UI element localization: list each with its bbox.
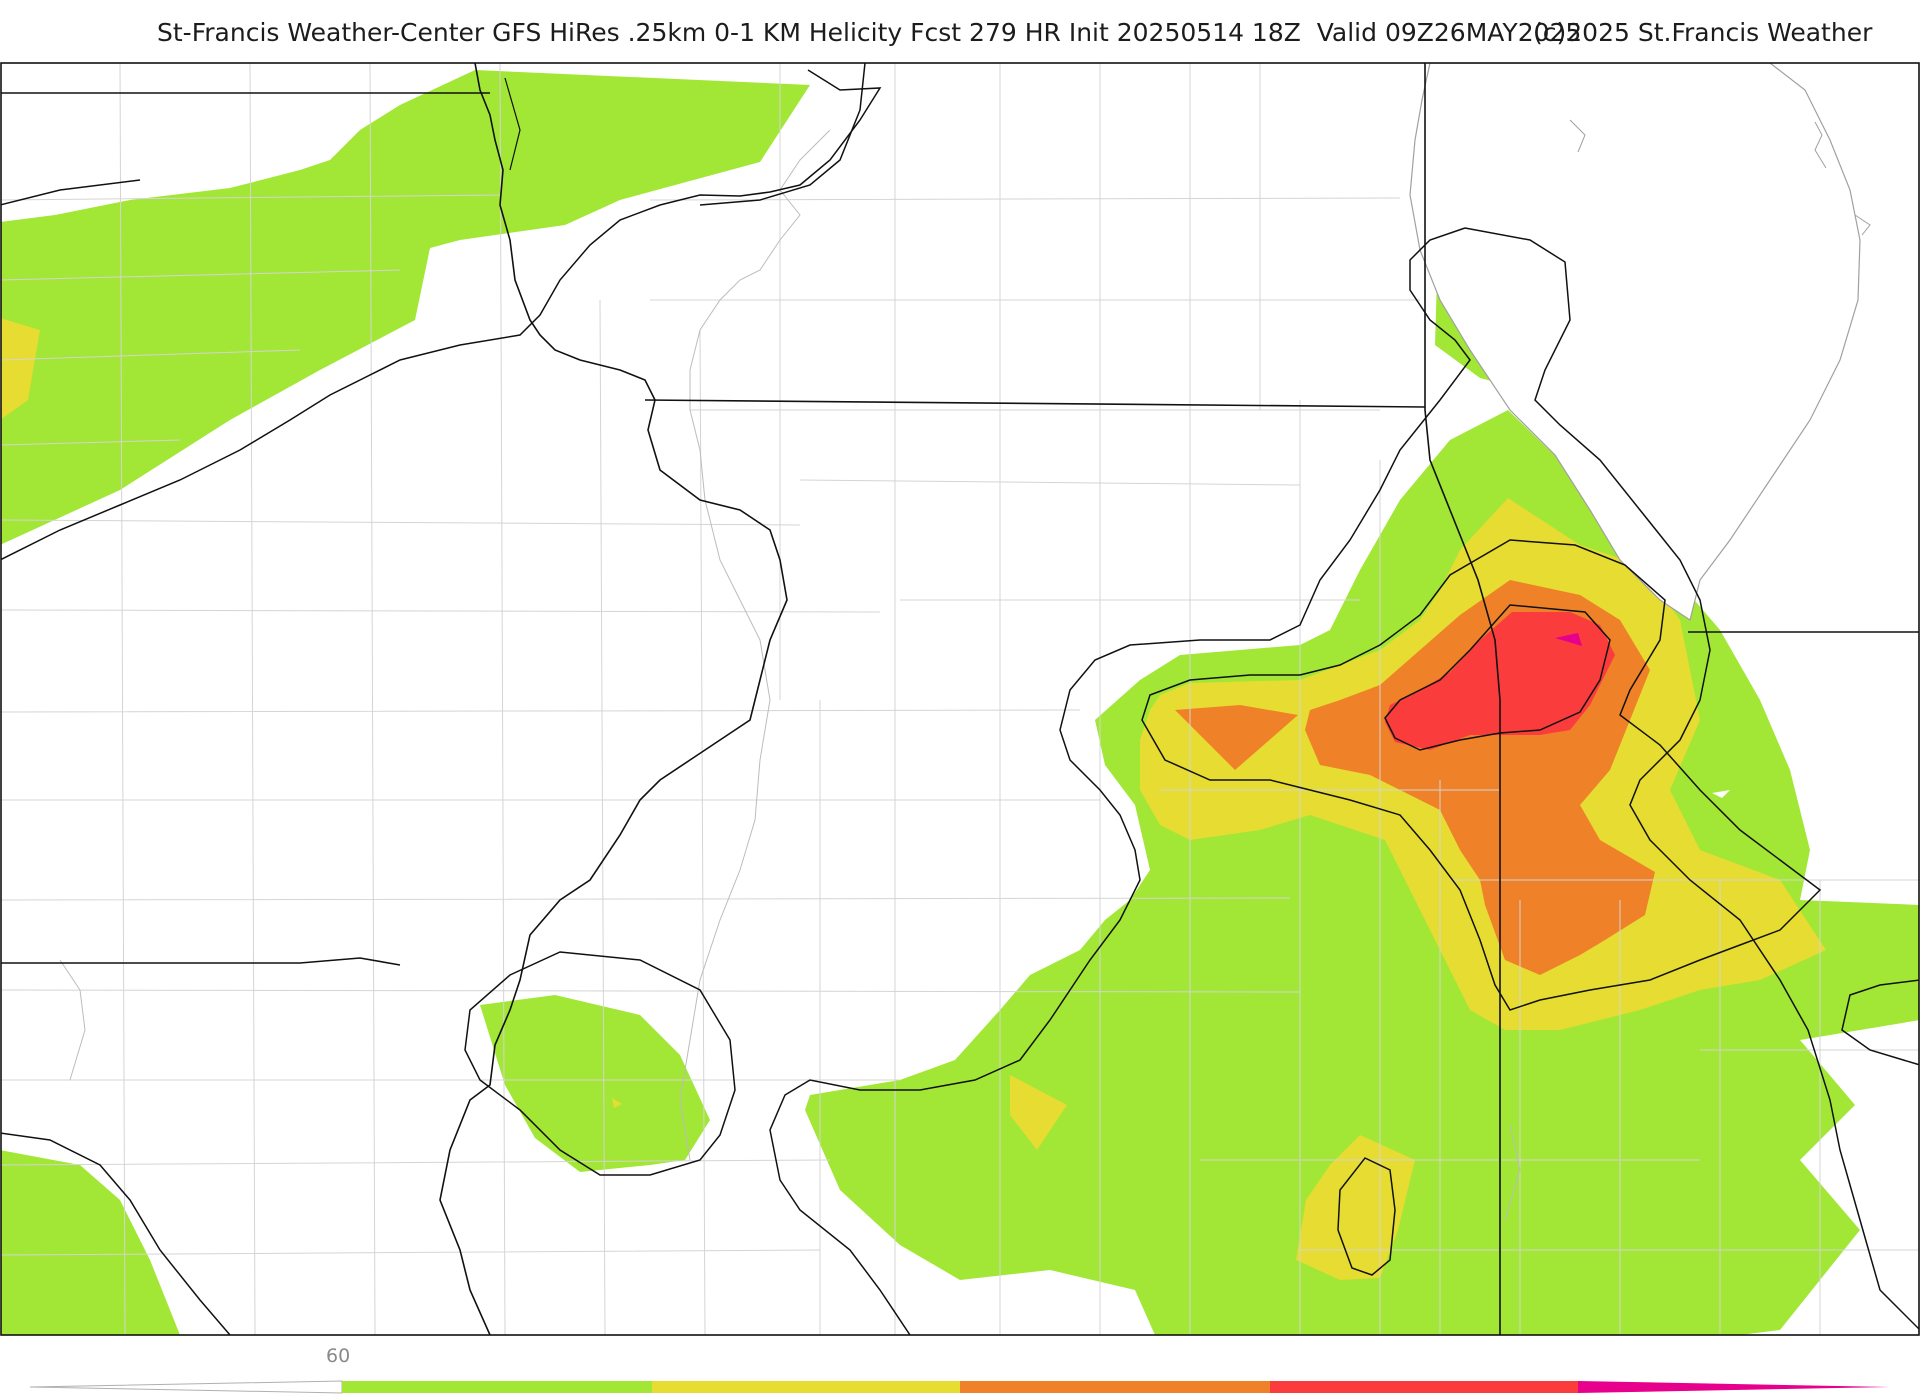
map-title: St-Francis Weather-Center GFS HiRes .25k…	[157, 18, 1582, 47]
colorbar	[29, 1380, 1890, 1394]
helicity-contours	[1, 63, 1919, 1335]
map-frame	[0, 62, 1920, 1336]
colorbar-bin-1	[342, 1381, 652, 1393]
rivers	[59, 129, 1521, 1221]
helicity-fill-red	[1385, 612, 1615, 750]
county-boundaries	[1, 63, 1919, 1335]
colorbar-tick-label: 60	[326, 1345, 351, 1367]
map-title-bar: St-Francis Weather-Center GFS HiRes .25k…	[0, 12, 1920, 56]
colorbar-high-triangle	[1578, 1381, 1890, 1393]
colorbar-bin-3	[960, 1381, 1270, 1393]
colorbar-bin-2	[652, 1381, 960, 1393]
copyright-text: (c)2025 St.Francis Weather	[1533, 18, 1873, 47]
helicity-fill-magenta	[1555, 633, 1582, 646]
map-hole	[1712, 790, 1730, 798]
colorbar-low-triangle	[29, 1380, 343, 1394]
colorbar-bin-4	[1270, 1381, 1578, 1393]
